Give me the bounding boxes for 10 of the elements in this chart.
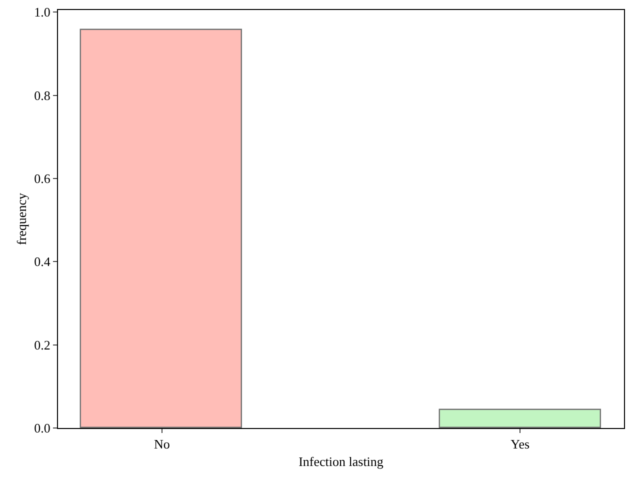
x-tick-label: Yes	[510, 436, 530, 452]
y-tick-label: 1.0	[34, 4, 50, 20]
x-axis-title: Infection lasting	[298, 454, 384, 470]
y-tick-label: 0.2	[34, 337, 50, 352]
y-tick-label: 0.4	[34, 254, 51, 270]
y-tick-label: 0.6	[34, 171, 51, 186]
y-tick-label: 0.8	[34, 88, 50, 103]
y-axis-title: frequency	[14, 192, 30, 245]
x-tick-label: No	[154, 436, 170, 452]
y-tick-label: 0.0	[34, 420, 50, 436]
